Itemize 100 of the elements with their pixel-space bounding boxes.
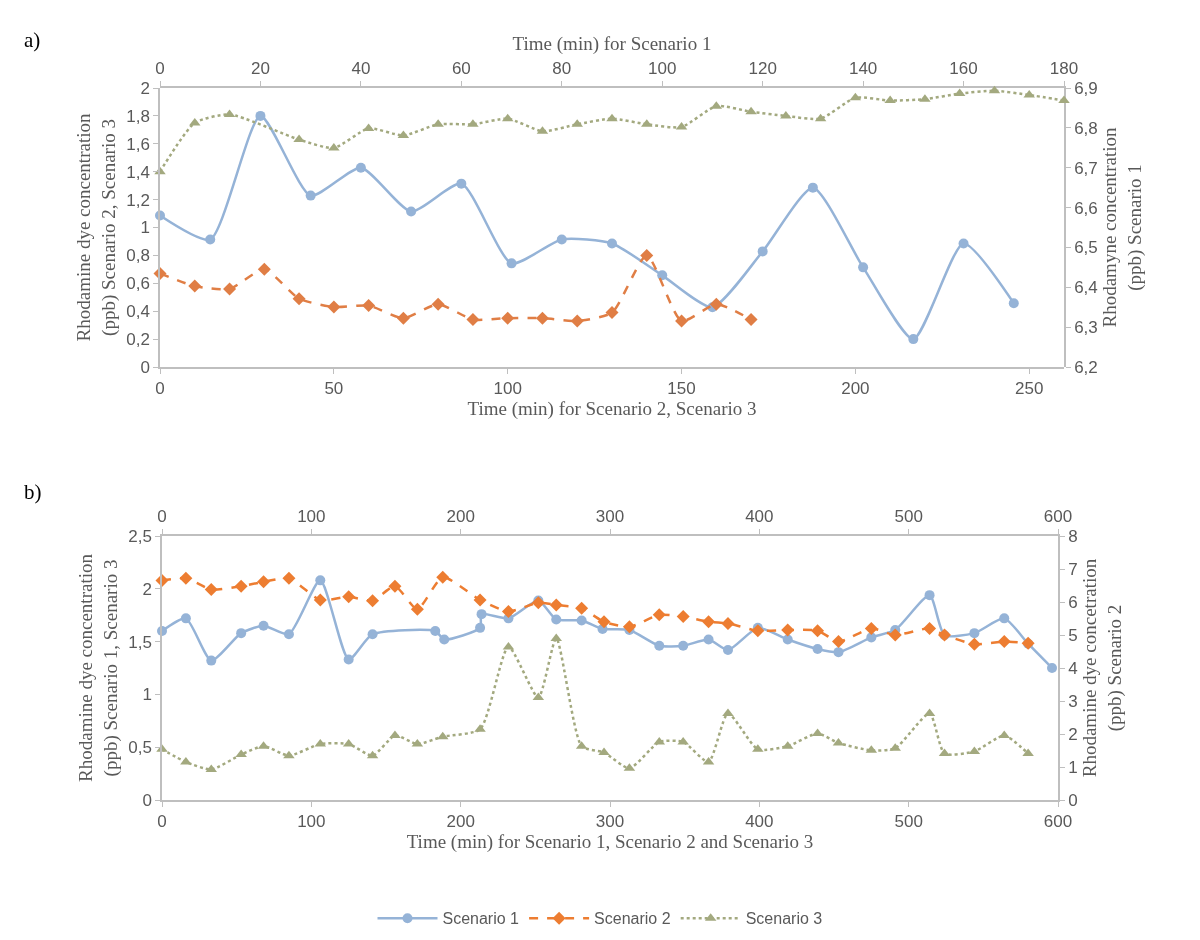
point	[811, 624, 825, 638]
y2-tick-label: 8	[1068, 526, 1078, 546]
point	[757, 246, 768, 257]
x-axis-title: Time (min) for Scenario 1, Scenario 2 and Scenario 3	[406, 831, 814, 854]
y-tick-label: 2	[142, 579, 152, 599]
point	[366, 594, 380, 608]
point	[807, 182, 818, 193]
point	[745, 106, 757, 115]
point	[180, 613, 191, 624]
point	[388, 579, 402, 593]
x-tick-label: 150	[667, 379, 696, 399]
x-tick-label: 600	[1043, 507, 1073, 527]
point	[283, 629, 294, 640]
x-axis-title: Time (min) for Scenario 1	[512, 32, 712, 55]
point	[396, 311, 410, 325]
point	[703, 634, 714, 645]
point	[657, 270, 668, 281]
point	[652, 608, 666, 622]
x-tick-label: 100	[648, 59, 677, 79]
y2-tick-label: 4	[1068, 658, 1078, 678]
point	[908, 334, 919, 345]
point	[888, 628, 902, 642]
y2-axis-title: Rhodamine dye concetration (ppb) Scenario 2	[1078, 558, 1126, 778]
point	[781, 623, 795, 637]
point	[967, 637, 981, 651]
point	[255, 110, 266, 121]
point	[831, 635, 845, 649]
point	[305, 190, 316, 201]
point	[389, 730, 401, 739]
point	[406, 206, 417, 217]
point	[179, 571, 193, 585]
point	[430, 626, 441, 637]
x-tick-label: 200	[841, 379, 870, 399]
point	[436, 570, 450, 584]
point	[476, 609, 487, 620]
point	[456, 178, 467, 189]
point	[551, 614, 562, 625]
y-tick-label: 6,6	[1074, 198, 1098, 218]
x-tick-label: 180	[1049, 59, 1079, 79]
y-tick-label: 1,6	[126, 134, 150, 154]
point	[188, 279, 202, 293]
x2-tick-label: 300	[595, 812, 625, 832]
x2-tick-label: 600	[1043, 812, 1073, 832]
point	[282, 571, 296, 585]
point	[999, 613, 1010, 624]
point	[997, 635, 1011, 649]
point	[702, 615, 716, 629]
x-tick-label: 400	[745, 507, 774, 527]
point	[782, 634, 793, 645]
y-tick-label: 0	[142, 790, 152, 810]
point	[597, 615, 611, 629]
point	[342, 590, 356, 604]
y2-tick-label: 3	[1068, 691, 1078, 711]
y-tick-label: 2	[140, 78, 150, 98]
point	[355, 162, 366, 173]
point	[923, 621, 937, 635]
point	[257, 262, 271, 276]
point	[327, 300, 341, 314]
point	[234, 579, 248, 593]
point	[362, 299, 376, 313]
point	[549, 598, 563, 612]
point	[606, 113, 618, 122]
point	[1008, 298, 1019, 309]
y-tick-label: 2,5	[128, 526, 152, 546]
point	[410, 602, 424, 616]
y-axis-title: Rhodamine dye concentration (ppb) Scenario 2, Scenario 3	[72, 113, 120, 342]
point	[236, 628, 247, 639]
point	[678, 640, 689, 651]
y-tick-label: 0,8	[126, 246, 150, 266]
legend-label: Scenario 3	[745, 910, 823, 928]
point	[501, 311, 515, 325]
point	[439, 634, 450, 645]
y-tick-label: 1,2	[126, 190, 150, 210]
x2-tick-label: 400	[745, 812, 774, 832]
y-tick-label: 6,8	[1074, 118, 1098, 138]
point	[535, 311, 549, 325]
y-tick-label: 0,4	[126, 302, 150, 322]
point	[654, 640, 665, 651]
legend-label: Scenario 1	[442, 910, 520, 928]
point	[257, 575, 271, 589]
x-tick-label: 0	[157, 507, 167, 527]
point	[473, 593, 487, 607]
point	[292, 292, 306, 306]
y-tick-label: 0,6	[126, 274, 150, 294]
point	[722, 645, 733, 656]
x-tick-label: 0	[155, 379, 165, 399]
point	[924, 590, 935, 601]
chart-title: b)	[24, 480, 42, 504]
x-tick-label: 120	[748, 59, 777, 79]
point	[1058, 95, 1070, 104]
y-tick-label: 0	[140, 357, 150, 377]
x-tick-label: 200	[446, 507, 475, 527]
y-tick-label: 6,2	[1074, 357, 1098, 377]
y-tick-label: 0,2	[126, 330, 150, 350]
x2-tick-label: 100	[297, 812, 326, 832]
point	[283, 750, 295, 759]
point	[675, 314, 689, 328]
point	[367, 629, 378, 640]
x2-tick-label: 200	[446, 812, 475, 832]
point	[833, 647, 844, 658]
